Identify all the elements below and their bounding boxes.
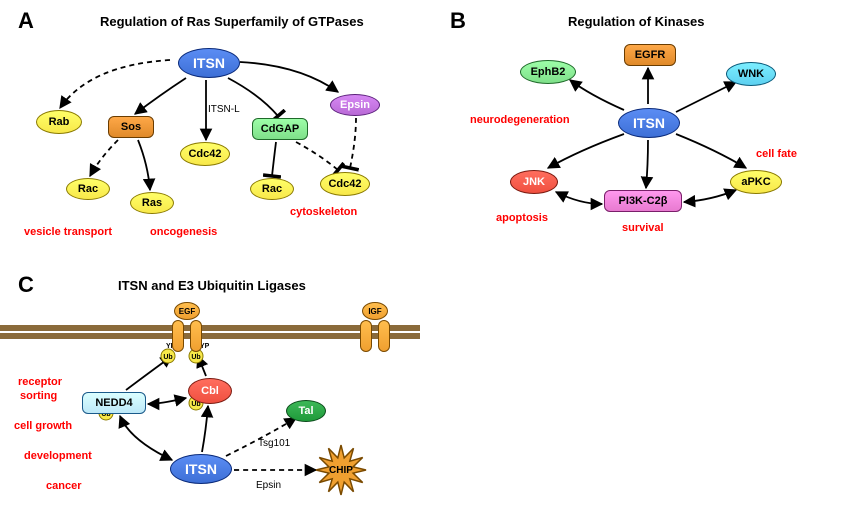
outcome-rsort2: sorting <box>20 390 57 402</box>
outcome-survival: survival <box>622 222 664 234</box>
svg-text:Ub: Ub <box>163 354 172 361</box>
node-igf: IGF <box>362 302 388 320</box>
node-egfr: EGFR <box>624 44 676 66</box>
label-ITSNL: ITSN-L <box>208 104 240 115</box>
node-nedd4: NEDD4 <box>82 392 146 414</box>
panel-b-title: Regulation of Kinases <box>568 14 705 29</box>
node-cdc42b: Cdc42 <box>320 172 370 196</box>
node-pi3k: PI3K-C2β <box>604 190 682 212</box>
node-rac1: Rac <box>66 178 110 200</box>
outcome-oncogenesis: oncogenesis <box>150 226 217 238</box>
label-Epsin: Epsin <box>256 480 281 491</box>
outcome-cellfate: cell fate <box>756 148 797 160</box>
node-wnk: WNK <box>726 62 776 86</box>
node-rab: Rab <box>36 110 82 134</box>
node-tal: Tal <box>286 400 326 422</box>
node-rac2: Rac <box>250 178 294 200</box>
node-itsn: ITSN <box>618 108 680 138</box>
node-rec2l <box>360 320 372 352</box>
node-cdc42a: Cdc42 <box>180 142 230 166</box>
node-rec2r <box>378 320 390 352</box>
outcome-dev: development <box>24 450 92 462</box>
node-apkc: aPKC <box>730 170 782 194</box>
node-itsn: ITSN <box>178 48 240 78</box>
panel-a-label: A <box>18 8 34 34</box>
svg-text:Ub: Ub <box>191 354 200 361</box>
outcome-neurodeg: neurodegeneration <box>470 114 570 126</box>
outcome-growth: cell growth <box>14 420 72 432</box>
outcome-cytoskeleton: cytoskeleton <box>290 206 357 218</box>
node-itsn: ITSN <box>170 454 232 484</box>
outcome-apoptosis: apoptosis <box>496 212 548 224</box>
node-ephb2: EphB2 <box>520 60 576 84</box>
outcome-rsort: receptor <box>18 376 62 388</box>
label-Tsg101: Tsg101 <box>258 438 290 449</box>
panel-c-label: C <box>18 272 34 298</box>
outcome-cancer: cancer <box>46 480 81 492</box>
node-recr <box>190 320 202 352</box>
svg-text:CHIP: CHIP <box>329 465 353 476</box>
panel-c-title: ITSN and E3 Ubiquitin Ligases <box>118 278 306 293</box>
panel-b-label: B <box>450 8 466 34</box>
node-egf: EGF <box>174 302 200 320</box>
node-ras: Ras <box>130 192 174 214</box>
node-cdgap: CdGAP <box>252 118 308 140</box>
node-sos: Sos <box>108 116 154 138</box>
node-jnk: JNK <box>510 170 558 194</box>
node-epsin: Epsin <box>330 94 380 116</box>
node-recl <box>172 320 184 352</box>
node-cbl: Cbl <box>188 378 232 404</box>
outcome-vesicle: vesicle transport <box>24 226 112 238</box>
panel-a-title: Regulation of Ras Superfamily of GTPases <box>100 14 364 29</box>
